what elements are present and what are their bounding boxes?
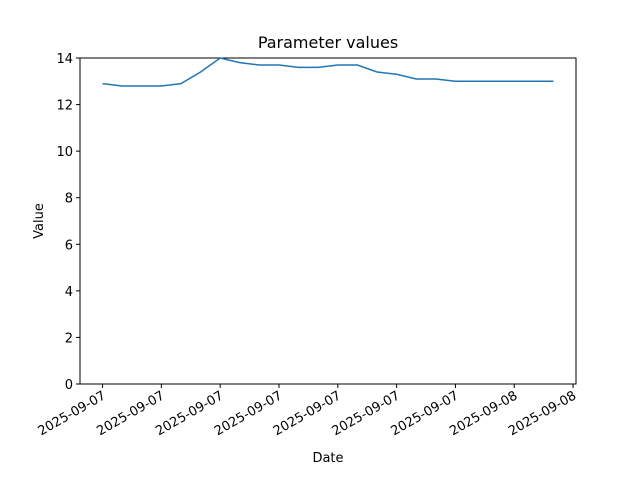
y-axis-label: Value [32,203,47,239]
y-tick-label: 10 [56,145,73,160]
y-tick-label: 12 [56,99,73,114]
y-tick-label: 0 [65,378,73,393]
y-tick-label: 6 [65,238,73,253]
plot-frame [79,57,577,385]
x-axis-label: Date [312,451,343,466]
chart-title: Parameter values [258,33,398,52]
data-line [102,57,554,87]
y-tick-label: 8 [65,192,73,207]
y-tick-label: 14 [56,52,73,67]
y-tick-label: 2 [65,331,73,346]
y-tick-label: 4 [65,285,73,300]
